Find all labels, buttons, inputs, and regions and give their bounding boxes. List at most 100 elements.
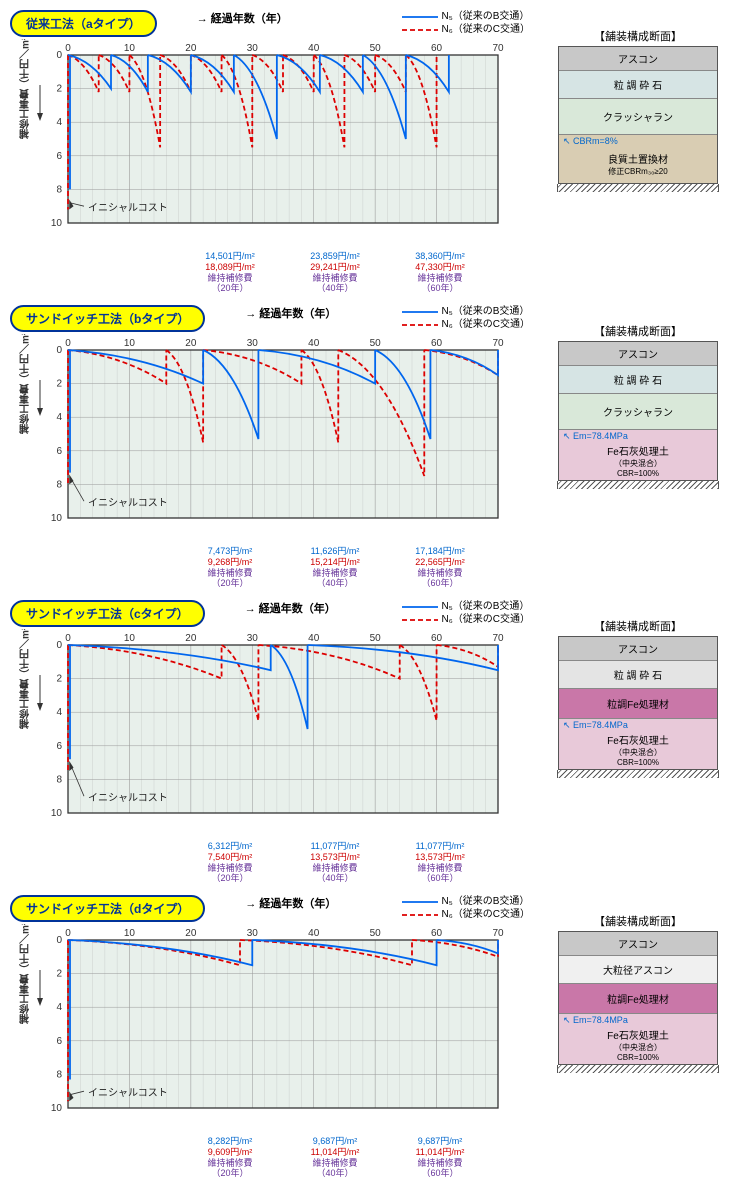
panel-title: 従来工法（aタイプ） <box>10 10 157 37</box>
legend: N₅（従来のB交通） N₆（従来のC交通） <box>402 305 530 331</box>
maint-label: 維持補修費 <box>390 863 490 874</box>
svg-text:60: 60 <box>431 633 443 644</box>
em-label: ↖ CBRm=8% <box>563 136 618 147</box>
n6-cost: 47,330円/m² <box>390 262 490 273</box>
n6-cost: 29,241円/m² <box>285 262 385 273</box>
svg-text:補修工事費（千円／m²）: 補修工事費（千円／m²） <box>19 924 32 1025</box>
svg-text:2: 2 <box>56 379 62 390</box>
svg-text:6: 6 <box>56 741 62 752</box>
ground-hatch <box>557 184 719 192</box>
n6-cost: 13,573円/m² <box>285 852 385 863</box>
svg-text:30: 30 <box>247 338 259 349</box>
maint-label: 維持補修費 <box>180 568 280 579</box>
cross-section-title: 【舗装構成断面】 <box>558 28 718 44</box>
svg-text:補修工事費（千円／m²）: 補修工事費（千円／m²） <box>19 629 32 730</box>
svg-text:10: 10 <box>51 513 63 524</box>
n5-cost: 11,077円/m² <box>390 841 490 852</box>
x-axis-label: → 経過年数（年） <box>245 895 336 911</box>
svg-text:50: 50 <box>370 928 382 939</box>
panel: 従来工法（aタイプ） → 経過年数（年） N₅（従来のB交通） N₆（従来のC交… <box>10 10 740 297</box>
maint-year: （60年） <box>390 873 490 884</box>
em-label: ↖ Em=78.4MPa <box>563 1015 628 1026</box>
n6-cost: 11,014円/m² <box>285 1147 385 1158</box>
svg-text:0: 0 <box>56 345 62 356</box>
panel: サンドイッチ工法（cタイプ） → 経過年数（年） N₅（従来のB交通） N₆（従… <box>10 600 740 887</box>
maint-label: 維持補修費 <box>180 273 280 284</box>
svg-text:30: 30 <box>247 43 259 54</box>
svg-text:20: 20 <box>185 338 197 349</box>
maint-year: （60年） <box>390 283 490 294</box>
svg-text:4: 4 <box>56 117 62 128</box>
em-label: ↖ Em=78.4MPa <box>563 431 628 442</box>
svg-text:補修工事費（千円／m²）: 補修工事費（千円／m²） <box>19 334 32 435</box>
panel: サンドイッチ工法（bタイプ） → 経過年数（年） N₅（従来のB交通） N₆（従… <box>10 305 740 592</box>
maint-year: （20年） <box>180 578 280 589</box>
svg-text:6: 6 <box>56 1036 62 1047</box>
maint-year: （40年） <box>285 578 385 589</box>
svg-text:60: 60 <box>431 338 443 349</box>
svg-text:イニシャルコスト: イニシャルコスト <box>88 203 168 214</box>
svg-text:50: 50 <box>370 43 382 54</box>
svg-text:40: 40 <box>308 928 320 939</box>
cross-section-title: 【舗装構成断面】 <box>558 618 718 634</box>
n6-cost: 11,014円/m² <box>390 1147 490 1158</box>
maint-label: 維持補修費 <box>285 568 385 579</box>
svg-text:70: 70 <box>492 43 504 54</box>
n6-cost: 13,573円/m² <box>390 852 490 863</box>
legend-n6: N₆（従来のC交通） <box>442 318 530 331</box>
svg-text:10: 10 <box>124 928 136 939</box>
x-axis-label: → 経過年数（年） <box>245 305 336 321</box>
legend-n5: N₅（従来のB交通） <box>442 305 530 318</box>
legend-n6: N₆（従来のC交通） <box>442 23 530 36</box>
svg-text:70: 70 <box>492 338 504 349</box>
cost-chart: 0102030405060700246810イニシャルコスト補修工事費（千円／m… <box>10 39 510 249</box>
layer: クラッシャラン <box>559 394 717 430</box>
layer: ↖ Em=78.4MPaFe石灰処理土（中央混合） CBR=100% <box>559 1014 717 1064</box>
n5-cost: 23,859円/m² <box>285 251 385 262</box>
layer: アスコン <box>559 342 717 366</box>
svg-text:0: 0 <box>65 43 71 54</box>
maint-label: 維持補修費 <box>390 568 490 579</box>
cost-chart: 0102030405060700246810イニシャルコスト補修工事費（千円／m… <box>10 334 510 544</box>
layer: アスコン <box>559 47 717 71</box>
layer: ↖ Em=78.4MPaFe石灰処理土（中央混合） CBR=100% <box>559 430 717 480</box>
svg-text:10: 10 <box>51 1103 63 1114</box>
n5-cost: 38,360円/m² <box>390 251 490 262</box>
maint-label: 維持補修費 <box>285 1158 385 1169</box>
cross-section-stack: アスコン粒 調 砕 石クラッシャラン↖ CBRm=8%良質土置換材修正CBRm₃… <box>558 46 718 184</box>
legend-n6: N₆（従来のC交通） <box>442 613 530 626</box>
svg-text:2: 2 <box>56 84 62 95</box>
svg-text:0: 0 <box>56 640 62 651</box>
svg-text:40: 40 <box>308 633 320 644</box>
svg-text:2: 2 <box>56 969 62 980</box>
ground-hatch <box>557 1065 719 1073</box>
svg-text:10: 10 <box>124 338 136 349</box>
maint-year: （20年） <box>180 283 280 294</box>
svg-text:10: 10 <box>51 218 63 229</box>
svg-text:70: 70 <box>492 928 504 939</box>
svg-text:0: 0 <box>65 338 71 349</box>
maint-label: 維持補修費 <box>390 1158 490 1169</box>
svg-text:イニシャルコスト: イニシャルコスト <box>88 498 168 509</box>
svg-text:4: 4 <box>56 707 62 718</box>
legend-n5: N₅（従来のB交通） <box>442 895 530 908</box>
svg-text:4: 4 <box>56 1002 62 1013</box>
svg-text:50: 50 <box>370 338 382 349</box>
svg-text:4: 4 <box>56 412 62 423</box>
layer: クラッシャラン <box>559 99 717 135</box>
layer: 粒調Fe処理材 <box>559 689 717 719</box>
cross-section-title: 【舗装構成断面】 <box>558 323 718 339</box>
layer: ↖ Em=78.4MPaFe石灰処理土（中央混合） CBR=100% <box>559 719 717 769</box>
legend: N₅（従来のB交通） N₆（従来のC交通） <box>402 600 530 626</box>
svg-text:70: 70 <box>492 633 504 644</box>
svg-text:50: 50 <box>370 633 382 644</box>
svg-text:0: 0 <box>56 50 62 61</box>
svg-text:8: 8 <box>56 774 62 785</box>
svg-text:イニシャルコスト: イニシャルコスト <box>88 1088 168 1099</box>
n5-cost: 6,312円/m² <box>180 841 280 852</box>
svg-text:6: 6 <box>56 446 62 457</box>
layer: 粒 調 砕 石 <box>559 661 717 689</box>
svg-text:20: 20 <box>185 43 197 54</box>
maint-label: 維持補修費 <box>390 273 490 284</box>
panel-title: サンドイッチ工法（dタイプ） <box>10 895 205 922</box>
